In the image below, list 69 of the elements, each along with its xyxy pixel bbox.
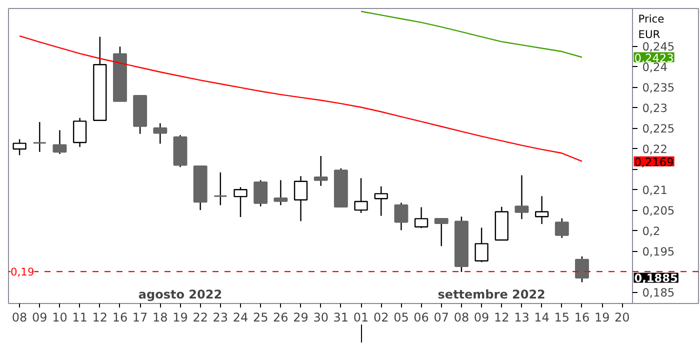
candlestick xyxy=(474,227,488,263)
x-tick-label: 16 xyxy=(112,310,128,324)
x-tick-label: 18 xyxy=(152,310,168,324)
candlestick xyxy=(554,218,569,239)
candlestick xyxy=(32,121,47,153)
y-tick-label: 0,225 xyxy=(642,122,675,136)
x-tick-label: 25 xyxy=(252,310,268,324)
x-tick-label: 31 xyxy=(333,310,349,324)
x-tick-label: 12 xyxy=(494,310,510,324)
x-tick-label: 19 xyxy=(594,310,610,324)
candlestick xyxy=(434,218,448,247)
candlestick xyxy=(274,180,288,206)
x-tick-label: 16 xyxy=(574,310,590,324)
candlestick xyxy=(234,186,248,218)
y-axis-title: Price EUR xyxy=(638,12,664,42)
candlestick xyxy=(514,174,529,220)
x-tick-label: 26 xyxy=(273,310,288,324)
x-tick-label: 09 xyxy=(474,310,490,324)
y-tick-label: 0,235 xyxy=(642,80,675,95)
y-tick-label: 0,205 xyxy=(642,204,675,218)
line-series xyxy=(18,35,583,162)
candlestick xyxy=(354,178,368,214)
x-tick-label: 05 xyxy=(394,310,409,324)
x-tick-label: 01 xyxy=(353,310,369,324)
candlestick xyxy=(534,196,549,225)
x-tick-label: 19 xyxy=(172,310,188,324)
x-tick-label: 08 xyxy=(454,310,470,324)
x-tick-label: 06 xyxy=(414,310,429,324)
candlestick xyxy=(374,186,388,216)
annotation: settembre 2022 xyxy=(438,288,546,302)
y-tick-label: 0,195 xyxy=(642,244,675,259)
text: 0,2169 xyxy=(634,154,674,169)
candlestick xyxy=(575,256,589,283)
y-tick-label: 0,185 xyxy=(642,286,675,300)
candlestick xyxy=(414,206,428,229)
x-tick-label: 20 xyxy=(614,310,630,324)
y-tick-label: 0,21 xyxy=(642,183,668,198)
x-tick-label: 24 xyxy=(232,310,248,324)
candlestick xyxy=(52,130,67,155)
x-tick-label: 12 xyxy=(92,310,108,324)
candlestick xyxy=(72,117,87,148)
line-series xyxy=(360,10,583,58)
x-tick-label: 29 xyxy=(293,310,308,324)
x-tick-label: 09 xyxy=(32,310,48,324)
y-tick-label: 0,23 xyxy=(642,101,668,116)
x-tick-label: 23 xyxy=(212,310,228,324)
x-tick-label: 07 xyxy=(434,310,450,324)
y-tick-label: 0,22 xyxy=(642,142,668,156)
candlestick xyxy=(153,122,168,144)
candlestick xyxy=(294,175,308,222)
candlestick xyxy=(254,180,268,207)
x-tick-label: 08 xyxy=(12,310,28,324)
annotation: agosto 2022 xyxy=(138,288,222,302)
y-tick-label: 0,2 xyxy=(642,224,660,238)
x-tick-label: 13 xyxy=(514,310,530,324)
candlestick xyxy=(12,138,26,156)
x-tick-label: 14 xyxy=(534,310,550,324)
x-tick-label: 17 xyxy=(132,310,148,324)
candlestick xyxy=(394,202,408,231)
x-tick-label: 02 xyxy=(373,310,389,324)
candlestick xyxy=(314,155,328,187)
x-tick-label: 10 xyxy=(52,310,68,324)
ref-line-label: 0,19 xyxy=(10,266,34,279)
x-tick-label: 15 xyxy=(554,310,570,324)
x-tick-label: 22 xyxy=(192,310,208,324)
candlestick xyxy=(213,172,228,206)
text: 0,1885 xyxy=(634,271,678,286)
x-tick-label: 30 xyxy=(313,310,329,324)
x-tick-label: 11 xyxy=(72,310,88,324)
